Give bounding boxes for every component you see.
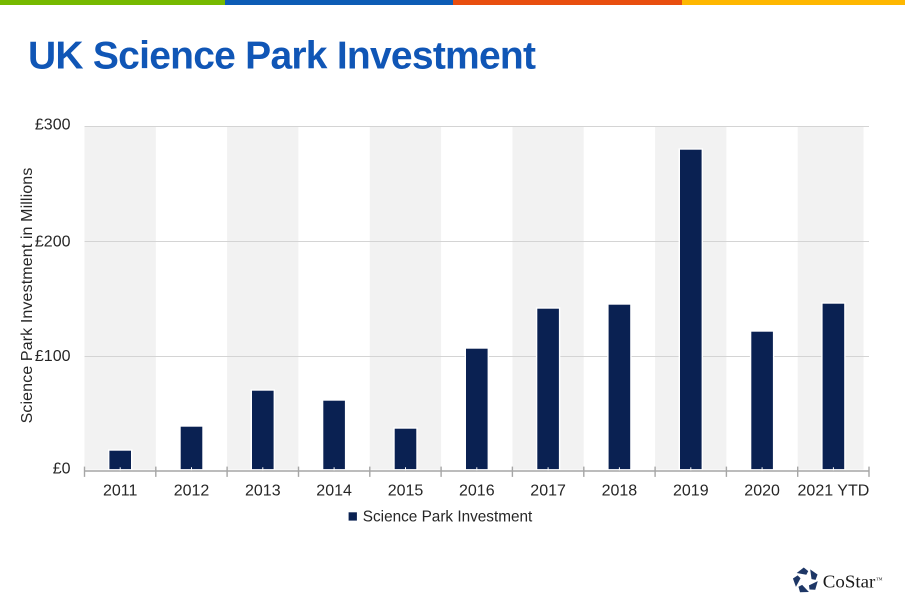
svg-text:UK Science Park Investment: UK Science Park Investment: [28, 35, 536, 78]
svg-text:2016: 2016: [459, 483, 495, 500]
svg-text:2021 YTD: 2021 YTD: [798, 483, 870, 500]
svg-text:£0: £0: [53, 461, 71, 478]
svg-text:£300: £300: [35, 117, 71, 134]
svg-text:2014: 2014: [316, 483, 352, 500]
svg-text:™: ™: [876, 576, 883, 584]
svg-text:2018: 2018: [602, 483, 638, 500]
svg-text:2017: 2017: [530, 483, 566, 500]
svg-text:2012: 2012: [174, 483, 210, 500]
svg-text:£100: £100: [35, 348, 71, 365]
svg-text:2013: 2013: [245, 483, 281, 500]
svg-text:2019: 2019: [673, 483, 709, 500]
svg-text:£200: £200: [35, 233, 71, 250]
svg-text:Science Park Investment in Mil: Science Park Investment in Millions: [19, 168, 36, 424]
svg-text:2020: 2020: [744, 483, 780, 500]
svg-text:CoStar: CoStar: [823, 571, 876, 591]
svg-text:2015: 2015: [388, 483, 424, 500]
svg-text:2011: 2011: [103, 483, 138, 500]
svg-text:Science Park Investment: Science Park Investment: [363, 508, 533, 525]
